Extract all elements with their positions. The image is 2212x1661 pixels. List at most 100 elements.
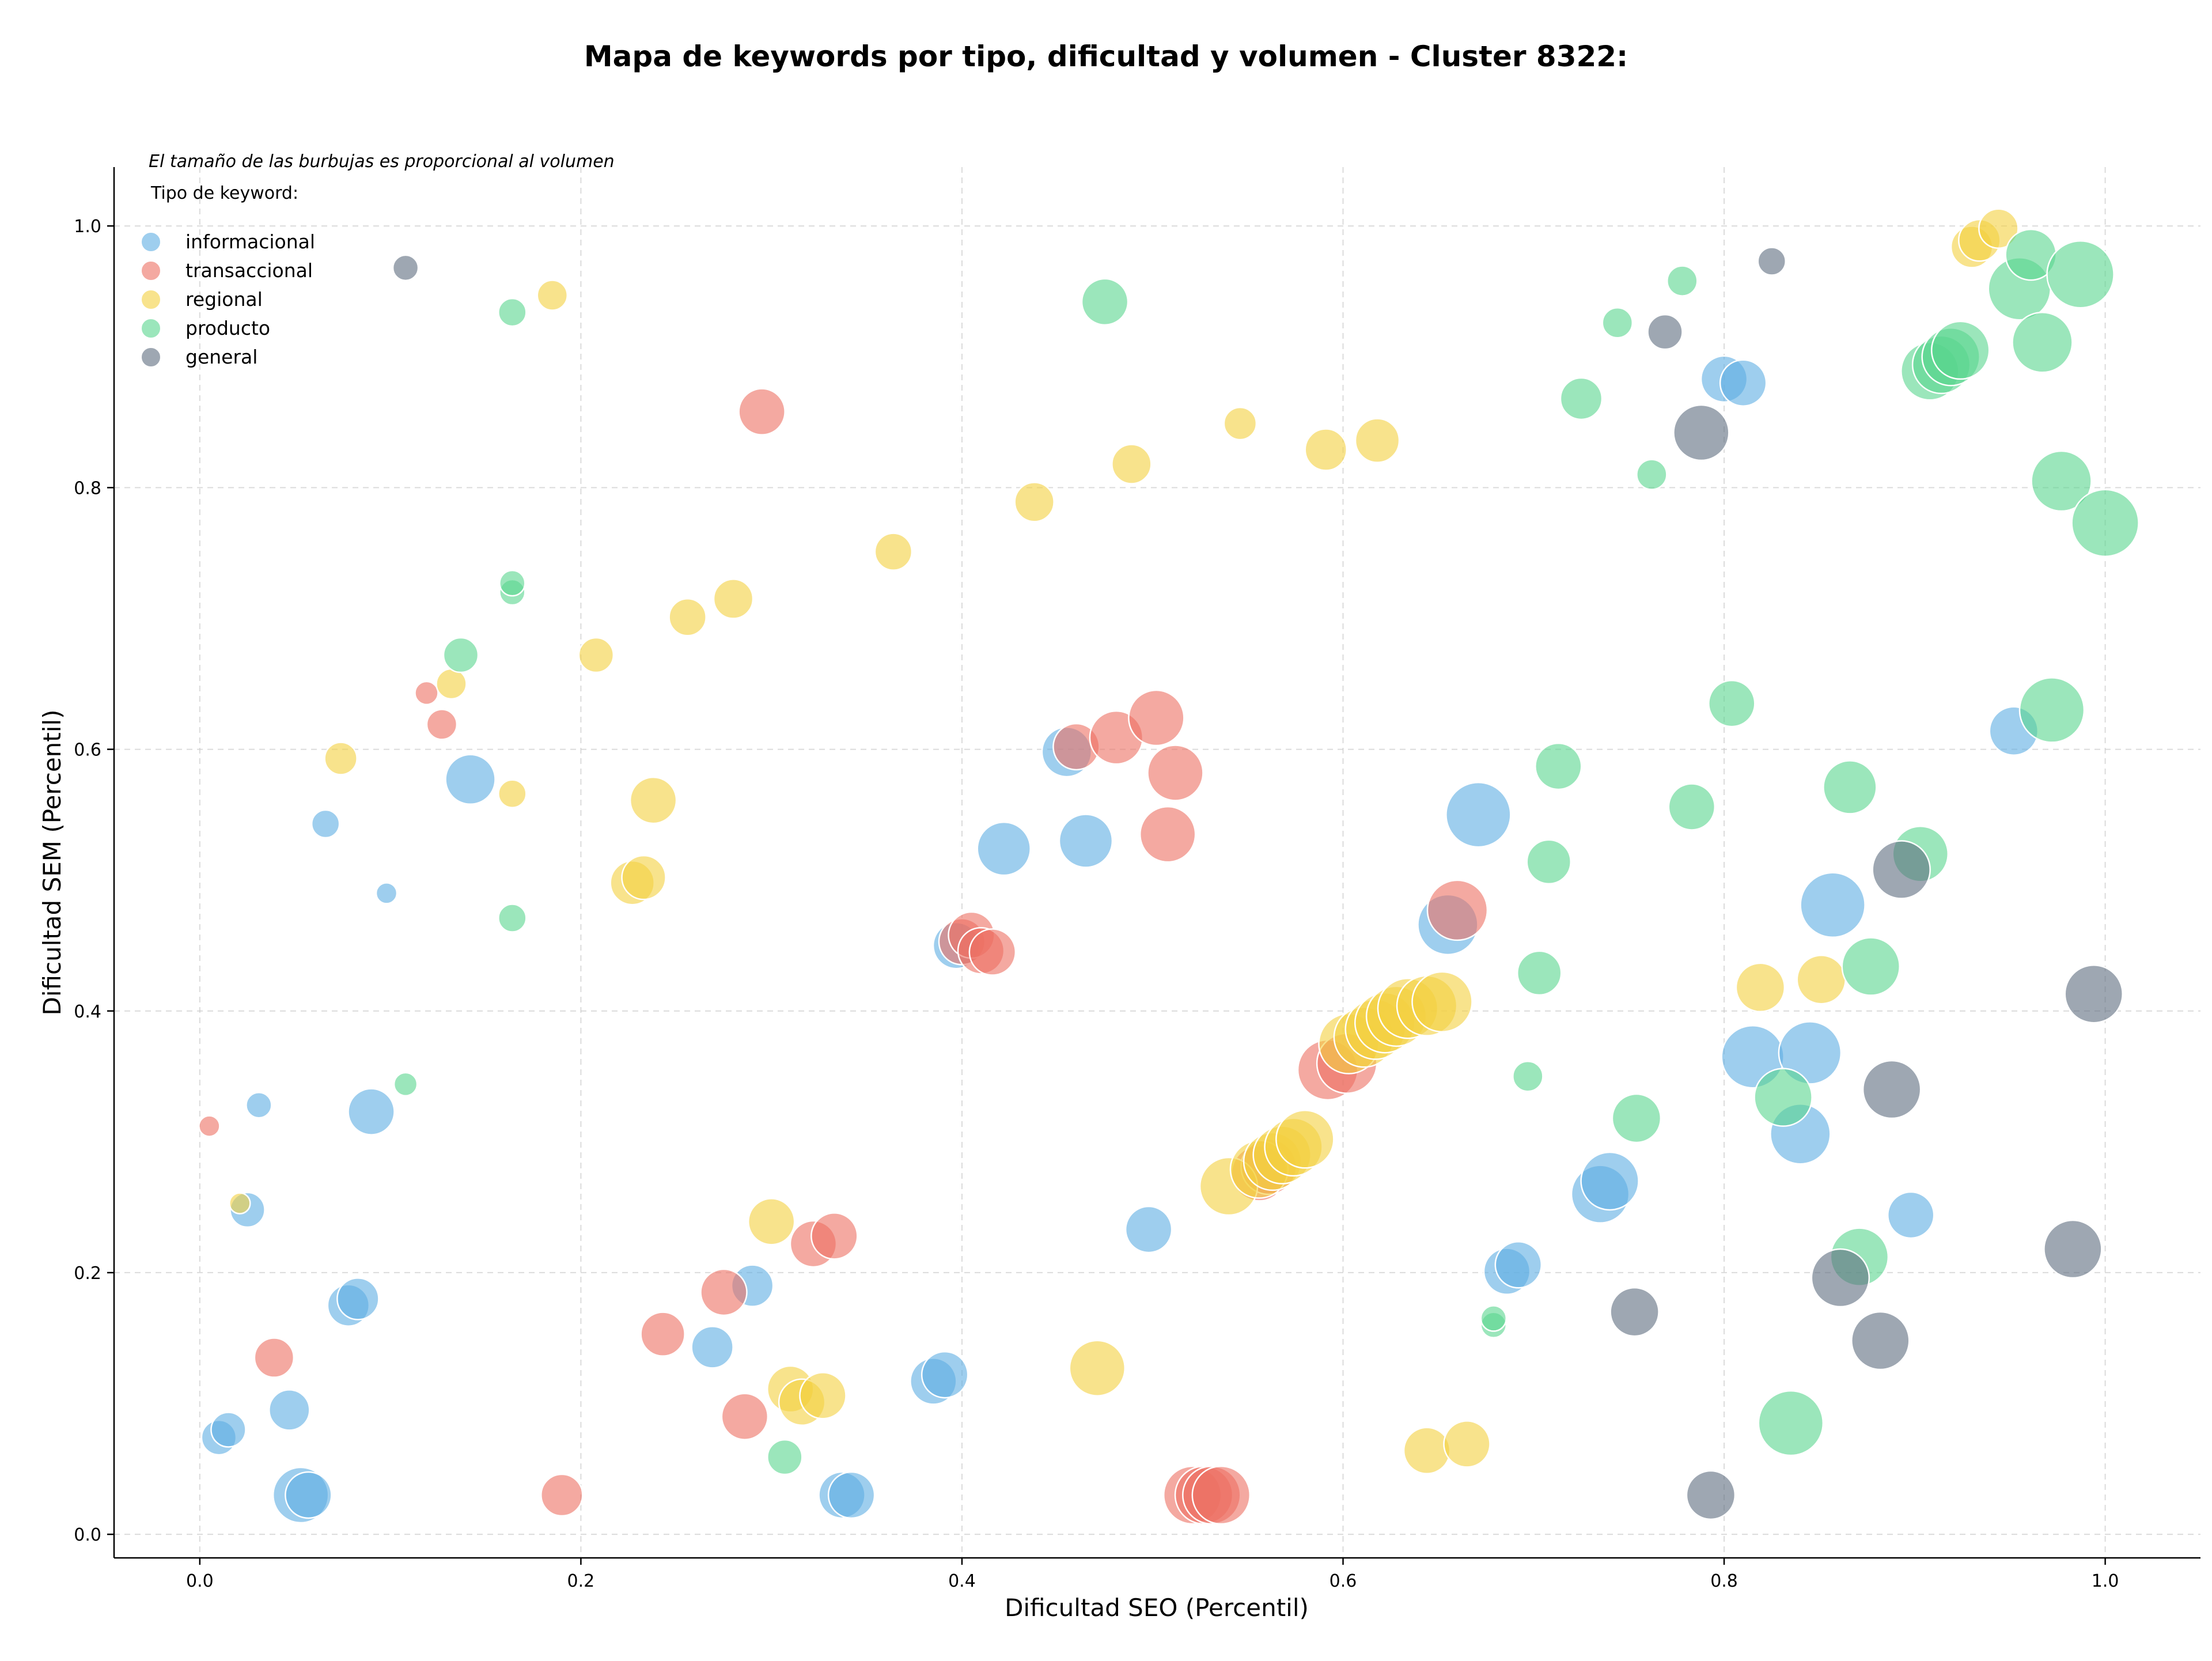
bubble-point bbox=[540, 1473, 584, 1517]
y-tick-label: 0.4 bbox=[74, 1002, 101, 1022]
bubble-point bbox=[578, 637, 615, 674]
bubble-point bbox=[2031, 450, 2092, 512]
bubble-point bbox=[245, 1092, 272, 1119]
bubble-point bbox=[1480, 1305, 1508, 1332]
legend: El tamaño de las burbujas es proporciona… bbox=[141, 152, 615, 368]
bubble-point bbox=[1668, 783, 1716, 831]
bubble-point bbox=[1810, 1248, 1870, 1308]
bubble-point bbox=[1354, 418, 1400, 463]
bubble-point bbox=[1443, 1420, 1491, 1468]
bubble-point bbox=[1841, 937, 1901, 996]
bubble-point bbox=[336, 1277, 380, 1321]
bubble-point bbox=[1978, 208, 2019, 249]
bubble-point bbox=[1758, 1390, 1824, 1456]
y-tick-label: 0.2 bbox=[74, 1263, 101, 1284]
bubble-point bbox=[1139, 805, 1196, 863]
bubble-point bbox=[668, 597, 707, 637]
bubble-point bbox=[414, 680, 439, 706]
series-transaccional bbox=[198, 388, 1488, 1525]
bubble-point bbox=[1611, 1093, 1662, 1144]
bubble-point bbox=[1411, 971, 1473, 1033]
bubble-point bbox=[1778, 1021, 1842, 1085]
bubble-point bbox=[1304, 428, 1347, 471]
bubble-point bbox=[621, 854, 666, 901]
bubble-point bbox=[1069, 1340, 1126, 1397]
legend-label: regional bbox=[185, 288, 263, 311]
x-tick-label: 0.6 bbox=[1330, 1571, 1357, 1591]
bubble-point bbox=[1275, 1110, 1335, 1169]
bubble-point bbox=[1426, 879, 1488, 941]
legend-label: transaccional bbox=[185, 259, 313, 282]
bubble-point bbox=[1609, 1287, 1660, 1337]
bubble-point bbox=[738, 388, 786, 436]
bubble-point bbox=[1887, 1191, 1935, 1239]
legend-marker bbox=[141, 260, 161, 281]
x-tick-label: 0.4 bbox=[948, 1571, 976, 1591]
bubble-point bbox=[1111, 444, 1152, 485]
bubble-point bbox=[799, 1372, 847, 1420]
bubble-point bbox=[229, 1192, 251, 1214]
bubble-point bbox=[640, 1311, 685, 1357]
bubble-point bbox=[445, 754, 496, 805]
tick-layer: 0.0 0.2 0.4 0.6 0.8 1.0 0.0 0.2 0.4 0.6 0.8 1.0 bbox=[74, 217, 2119, 1591]
bubble-point bbox=[426, 709, 458, 740]
bubble-point bbox=[347, 1088, 395, 1136]
bubble-point bbox=[1403, 1427, 1451, 1475]
bubble-point bbox=[324, 741, 358, 775]
bubble-point bbox=[1862, 1060, 1922, 1119]
bubble-point bbox=[498, 779, 527, 809]
bubble-point bbox=[700, 1268, 748, 1316]
bubble-point bbox=[1851, 1311, 1910, 1371]
bubble-point bbox=[498, 903, 527, 933]
x-tick-label: 1.0 bbox=[2092, 1571, 2119, 1591]
chart-title: Mapa de keywords por tipo, dificultad y … bbox=[584, 40, 1628, 73]
bubble-point bbox=[2018, 677, 2085, 743]
bubble-point bbox=[1081, 278, 1129, 326]
bubble-point bbox=[1147, 744, 1204, 801]
bubble-point bbox=[874, 532, 913, 571]
bubble-point bbox=[435, 668, 467, 700]
bubble-point bbox=[721, 1393, 769, 1440]
x-axis-label: Dificultad SEO (Percentil) bbox=[1005, 1594, 1309, 1622]
legend-marker bbox=[141, 289, 161, 310]
legend-note: El tamaño de las burbujas es proporciona… bbox=[149, 152, 615, 172]
bubble-point bbox=[1930, 320, 1990, 380]
bubble-point bbox=[442, 637, 479, 674]
y-tick-label: 1.0 bbox=[74, 217, 101, 237]
legend-title: Tipo de keyword: bbox=[150, 183, 298, 203]
bubble-point bbox=[2064, 964, 2124, 1024]
bubble-point bbox=[1636, 459, 1668, 490]
legend-label: producto bbox=[185, 317, 270, 339]
x-tick-label: 0.2 bbox=[567, 1571, 595, 1591]
bubble-point bbox=[691, 1326, 734, 1369]
bubble-point bbox=[827, 1471, 876, 1519]
bubble-point bbox=[1647, 313, 1683, 350]
series-producto bbox=[393, 228, 2139, 1475]
bubble-point bbox=[2012, 312, 2073, 373]
bubble-point bbox=[498, 297, 527, 327]
bubble-point bbox=[767, 1439, 803, 1475]
bubble-point bbox=[1445, 781, 1512, 848]
bubble-point bbox=[1666, 265, 1698, 297]
bubble-point bbox=[1535, 742, 1582, 790]
bubble-point bbox=[1559, 377, 1603, 421]
x-tick-label: 0.0 bbox=[186, 1571, 214, 1591]
bubble-point bbox=[976, 821, 1031, 876]
bubble-point bbox=[198, 1115, 221, 1137]
bubble-point bbox=[1494, 1241, 1543, 1289]
legend-items: informacional transaccional regional produc… bbox=[141, 230, 315, 368]
bubble-point bbox=[1708, 679, 1756, 728]
bubble-point bbox=[1223, 406, 1257, 441]
bubble-point bbox=[2043, 1219, 2103, 1279]
bubble-point bbox=[1058, 814, 1113, 868]
y-tick-label: 0.8 bbox=[74, 478, 101, 498]
bubble-point bbox=[713, 578, 754, 619]
bubble-point bbox=[1124, 1205, 1173, 1254]
bubble-point bbox=[310, 809, 340, 839]
bubble-point bbox=[2046, 240, 2115, 309]
bubble-point bbox=[1796, 954, 1847, 1005]
bubble-point bbox=[1753, 1068, 1813, 1127]
bubble-point bbox=[253, 1337, 295, 1378]
bubble-point bbox=[1800, 872, 1866, 939]
